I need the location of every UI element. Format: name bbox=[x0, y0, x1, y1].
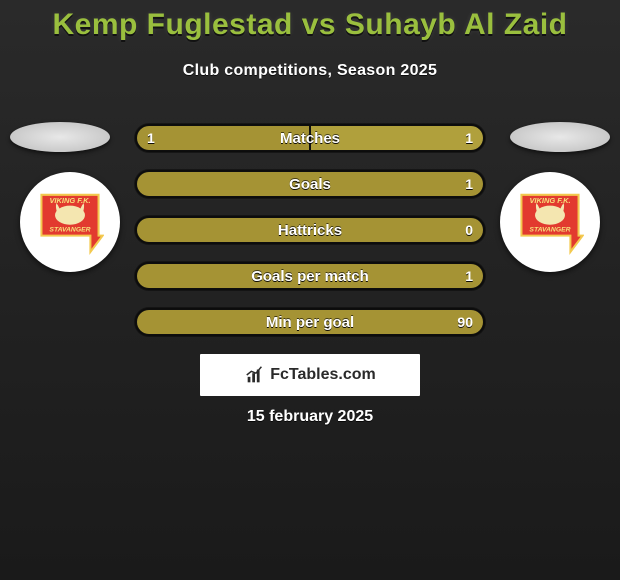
club-badge-left: VIKING F.K. STAVANGER bbox=[20, 172, 120, 272]
stat-value-right: 90 bbox=[457, 314, 473, 330]
stat-label: Matches bbox=[280, 130, 340, 147]
stat-bar: Matches 1 1 bbox=[135, 124, 485, 152]
viking-badge-icon: VIKING F.K. STAVANGER bbox=[36, 188, 104, 256]
stat-value-left: 1 bbox=[147, 130, 155, 146]
svg-text:STAVANGER: STAVANGER bbox=[49, 227, 90, 234]
page-title: Kemp Fuglestad vs Suhayb Al Zaid bbox=[0, 8, 620, 42]
stat-label: Hattricks bbox=[278, 222, 342, 239]
svg-text:STAVANGER: STAVANGER bbox=[529, 227, 570, 234]
stat-value-right: 1 bbox=[465, 130, 473, 146]
player-avatar-right-placeholder bbox=[510, 122, 610, 152]
subtitle: Club competitions, Season 2025 bbox=[0, 62, 620, 80]
stat-bar: Min per goal 90 bbox=[135, 308, 485, 336]
comparison-card: Kemp Fuglestad vs Suhayb Al Zaid Club co… bbox=[0, 0, 620, 580]
stat-bar: Goals per match 1 bbox=[135, 262, 485, 290]
stat-value-right: 1 bbox=[465, 268, 473, 284]
stat-value-right: 0 bbox=[465, 222, 473, 238]
title-text: Kemp Fuglestad vs Suhayb Al Zaid bbox=[53, 8, 568, 41]
stat-bar: Goals 1 bbox=[135, 170, 485, 198]
attribution-text: FcTables.com bbox=[270, 366, 376, 384]
stat-label: Min per goal bbox=[266, 314, 354, 331]
svg-text:VIKING F.K.: VIKING F.K. bbox=[49, 196, 90, 205]
svg-text:VIKING F.K.: VIKING F.K. bbox=[529, 196, 570, 205]
viking-badge-icon: VIKING F.K. STAVANGER bbox=[516, 188, 584, 256]
attribution-badge: FcTables.com bbox=[200, 354, 420, 396]
chart-icon bbox=[244, 364, 266, 386]
stat-bar: Hattricks 0 bbox=[135, 216, 485, 244]
comparison-date: 15 february 2025 bbox=[0, 408, 620, 426]
club-badge-right: VIKING F.K. STAVANGER bbox=[500, 172, 600, 272]
stat-value-right: 1 bbox=[465, 176, 473, 192]
stat-label: Goals per match bbox=[251, 268, 369, 285]
stat-label: Goals bbox=[289, 176, 331, 193]
player-avatar-left-placeholder bbox=[10, 122, 110, 152]
